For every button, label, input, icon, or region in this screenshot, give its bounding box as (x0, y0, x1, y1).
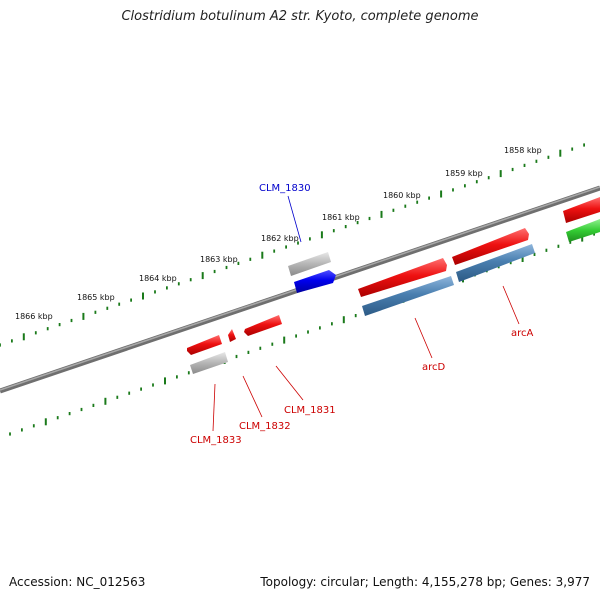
outer-tick-track (0, 143, 585, 347)
feature-clm1833[interactable] (190, 352, 228, 374)
kbp-label: 1864 kbp (139, 274, 177, 283)
leader-clm1832 (242, 375, 263, 418)
kbp-label: 1859 kbp (445, 169, 483, 178)
feature-green-edge[interactable] (566, 219, 600, 242)
kbp-label: 1863 kbp (200, 255, 238, 264)
kbp-label: 1860 kbp (383, 191, 421, 200)
feature-red-arca-upper[interactable] (452, 228, 529, 265)
feature-arcd[interactable] (362, 276, 454, 316)
feature-clm1830[interactable] (294, 270, 336, 293)
kbp-label: 1861 kbp (322, 213, 360, 222)
kbp-label: 1858 kbp (504, 146, 542, 155)
gene-label-arca[interactable]: arcA (511, 328, 534, 339)
leader-clm1833 (212, 383, 216, 432)
feature-red-arcd-upper[interactable] (358, 258, 447, 297)
feature-clm1831[interactable] (244, 315, 282, 336)
feature-gray-upper[interactable] (288, 252, 331, 276)
feature-clm1832[interactable] (228, 329, 236, 342)
gene-label-clm1832[interactable]: CLM_1832 (239, 421, 291, 432)
feature-red-edge[interactable] (563, 197, 600, 223)
kbp-label: 1865 kbp (77, 293, 115, 302)
gene-label-clm1830[interactable]: CLM_1830 (259, 183, 311, 194)
gene-label-arcd[interactable]: arcD (422, 362, 446, 373)
kbp-label: 1866 kbp (15, 312, 53, 321)
kbp-labels: 1858 kbp 1859 kbp 1860 kbp 1861 kbp 1862… (15, 146, 542, 321)
leader-clm1831 (275, 365, 304, 401)
feature-red-small[interactable] (187, 335, 222, 355)
accession-text: Accession: NC_012563 (9, 575, 146, 589)
gene-label-clm1833[interactable]: CLM_1833 (190, 435, 242, 446)
genome-summary-text: Topology: circular; Length: 4,155,278 bp… (260, 575, 590, 589)
leader-arca (502, 285, 520, 325)
gene-label-clm1831[interactable]: CLM_1831 (284, 405, 336, 416)
leader-clm1830 (287, 195, 302, 243)
feature-arca[interactable] (456, 244, 535, 282)
leader-arcd (414, 317, 433, 359)
kbp-label: 1862 kbp (261, 234, 299, 243)
map-title: Clostridium botulinum A2 str. Kyoto, com… (121, 9, 479, 24)
